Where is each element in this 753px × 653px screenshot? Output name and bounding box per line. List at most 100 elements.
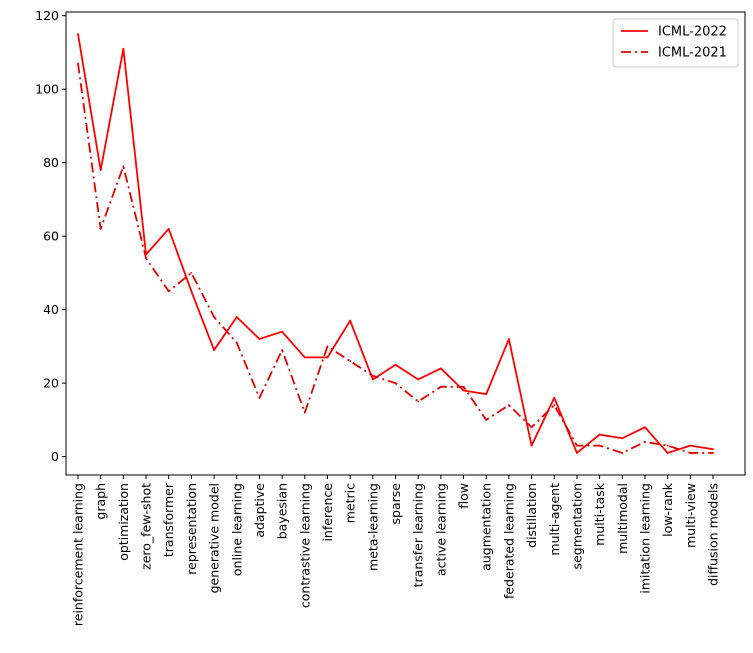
data-point-icml-2021 [145, 257, 147, 260]
legend: ICML-2022 ICML-2021 [612, 18, 739, 68]
y-tick-label: 100 [35, 82, 59, 97]
data-point-icml-2022 [689, 444, 692, 447]
x-tick-label-multi-view: multi-view [683, 483, 698, 548]
data-point-icml-2021 [576, 444, 578, 447]
data-point-icml-2021 [621, 452, 624, 454]
data-point-icml-2022 [281, 330, 284, 333]
data-point-icml-2022 [576, 452, 578, 454]
data-point-icml-2022 [530, 444, 533, 447]
y-tick-label: 120 [35, 8, 59, 23]
y-tick-label: 80 [43, 155, 59, 170]
x-tick-label-federated-learning: federated learning [501, 483, 516, 599]
legend-label-icml-2022: ICML-2022 [658, 25, 727, 40]
x-tick-label-imitation-learning: imitation learning [637, 483, 652, 594]
data-point-icml-2021 [644, 441, 646, 443]
data-point-icml-2022 [190, 290, 193, 293]
plot-frame [65, 11, 746, 476]
data-point-icml-2021 [417, 400, 420, 403]
data-point-icml-2022 [235, 316, 238, 318]
x-tick-label-transfer-learning: transfer learning [411, 483, 426, 587]
data-point-icml-2021 [190, 271, 193, 274]
x-tick-label-bayesian: bayesian [275, 483, 290, 539]
data-point-icml-2021 [485, 418, 488, 421]
x-tick-label-low-rank: low-rank [660, 482, 675, 537]
data-point-icml-2022 [439, 367, 442, 370]
data-point-icml-2022 [77, 33, 79, 35]
data-point-icml-2022 [303, 356, 306, 359]
x-axis: reinforcement learning graph optimization z… [71, 475, 721, 626]
y-tick-label: 40 [43, 302, 59, 317]
data-point-icml-2021 [371, 374, 374, 377]
x-tick-label-distillation: distillation [524, 483, 539, 548]
data-point-icml-2021 [99, 227, 102, 230]
data-point-icml-2022 [122, 47, 125, 50]
plot-area [77, 33, 714, 454]
x-tick-label-optimization: optimization [116, 483, 131, 561]
data-point-icml-2022 [99, 169, 102, 171]
x-tick-label-zero-few-shot: zero_few-shot [139, 483, 154, 570]
data-point-icml-2022 [213, 349, 215, 351]
x-tick-label-inference: inference [320, 483, 335, 542]
data-point-icml-2021 [712, 452, 714, 454]
x-tick-label-reinforcement-learning: reinforcement learning [71, 483, 86, 626]
data-point-icml-2022 [371, 378, 374, 381]
x-tick-label-graph: graph [93, 483, 108, 520]
x-tick-label-representation: representation [184, 483, 199, 575]
data-point-icml-2022 [485, 393, 488, 396]
series-line-icml-2022 [77, 33, 714, 454]
data-point-icml-2021 [462, 385, 465, 388]
data-point-icml-2022 [258, 338, 261, 340]
data-point-icml-2022 [507, 338, 510, 340]
y-axis: 0 20 40 60 80 100 120 [35, 8, 66, 464]
data-point-icml-2021 [258, 396, 261, 399]
data-point-icml-2021 [689, 452, 692, 454]
data-point-icml-2022 [417, 378, 420, 381]
data-point-icml-2021 [303, 411, 306, 414]
data-point-icml-2021 [666, 444, 669, 447]
y-tick-label: 20 [43, 376, 59, 391]
series-line-icml-2021 [77, 63, 713, 454]
data-point-icml-2022 [394, 363, 397, 366]
data-point-icml-2022 [553, 396, 556, 399]
x-tick-label-diffusion-models: diffusion models [706, 483, 721, 586]
x-tick-label-augmentation: augmentation [479, 483, 494, 571]
data-point-icml-2022 [326, 356, 329, 359]
x-tick-label-contrastive-learning: contrastive learning [297, 483, 312, 608]
data-point-icml-2022 [621, 437, 624, 440]
x-tick-label-adaptive: adaptive [252, 483, 267, 538]
x-tick-label-online-learning: online learning [229, 483, 244, 576]
x-tick-label-sparse: sparse [388, 483, 403, 525]
data-point-icml-2021 [553, 404, 556, 407]
x-tick-label-multimodal: multimodal [615, 483, 630, 554]
data-point-icml-2022 [712, 448, 714, 451]
x-tick-label-segmentation: segmentation [569, 483, 584, 569]
data-point-icml-2022 [598, 433, 601, 436]
data-point-icml-2021 [167, 290, 170, 293]
data-point-icml-2022 [349, 319, 352, 322]
data-point-icml-2021 [530, 426, 533, 429]
x-tick-label-flow: flow [456, 483, 471, 509]
x-tick-label-generative-model: generative model [207, 483, 222, 593]
legend-label-icml-2021: ICML-2021 [658, 46, 727, 61]
y-tick-label: 60 [43, 229, 59, 244]
data-point-icml-2021 [77, 62, 79, 65]
x-tick-label-multi-agent: multi-agent [547, 483, 562, 556]
data-point-icml-2021 [598, 444, 601, 447]
data-point-icml-2022 [644, 426, 646, 429]
data-point-icml-2021 [235, 341, 238, 344]
data-point-icml-2022 [462, 389, 465, 392]
data-point-icml-2021 [213, 316, 215, 318]
data-point-icml-2021 [326, 345, 329, 348]
x-tick-label-active-learning: active learning [433, 483, 448, 576]
data-point-icml-2021 [439, 385, 442, 388]
data-point-icml-2021 [394, 382, 397, 385]
x-tick-label-meta-learning: meta-learning [365, 483, 380, 571]
x-tick-label-transformer: transformer [161, 482, 176, 557]
data-point-icml-2021 [349, 360, 352, 362]
data-point-icml-2022 [167, 227, 170, 230]
data-point-icml-2022 [666, 452, 669, 454]
x-tick-label-multi-task: multi-task [592, 482, 607, 546]
data-point-icml-2021 [507, 404, 510, 407]
data-point-icml-2021 [122, 165, 125, 168]
